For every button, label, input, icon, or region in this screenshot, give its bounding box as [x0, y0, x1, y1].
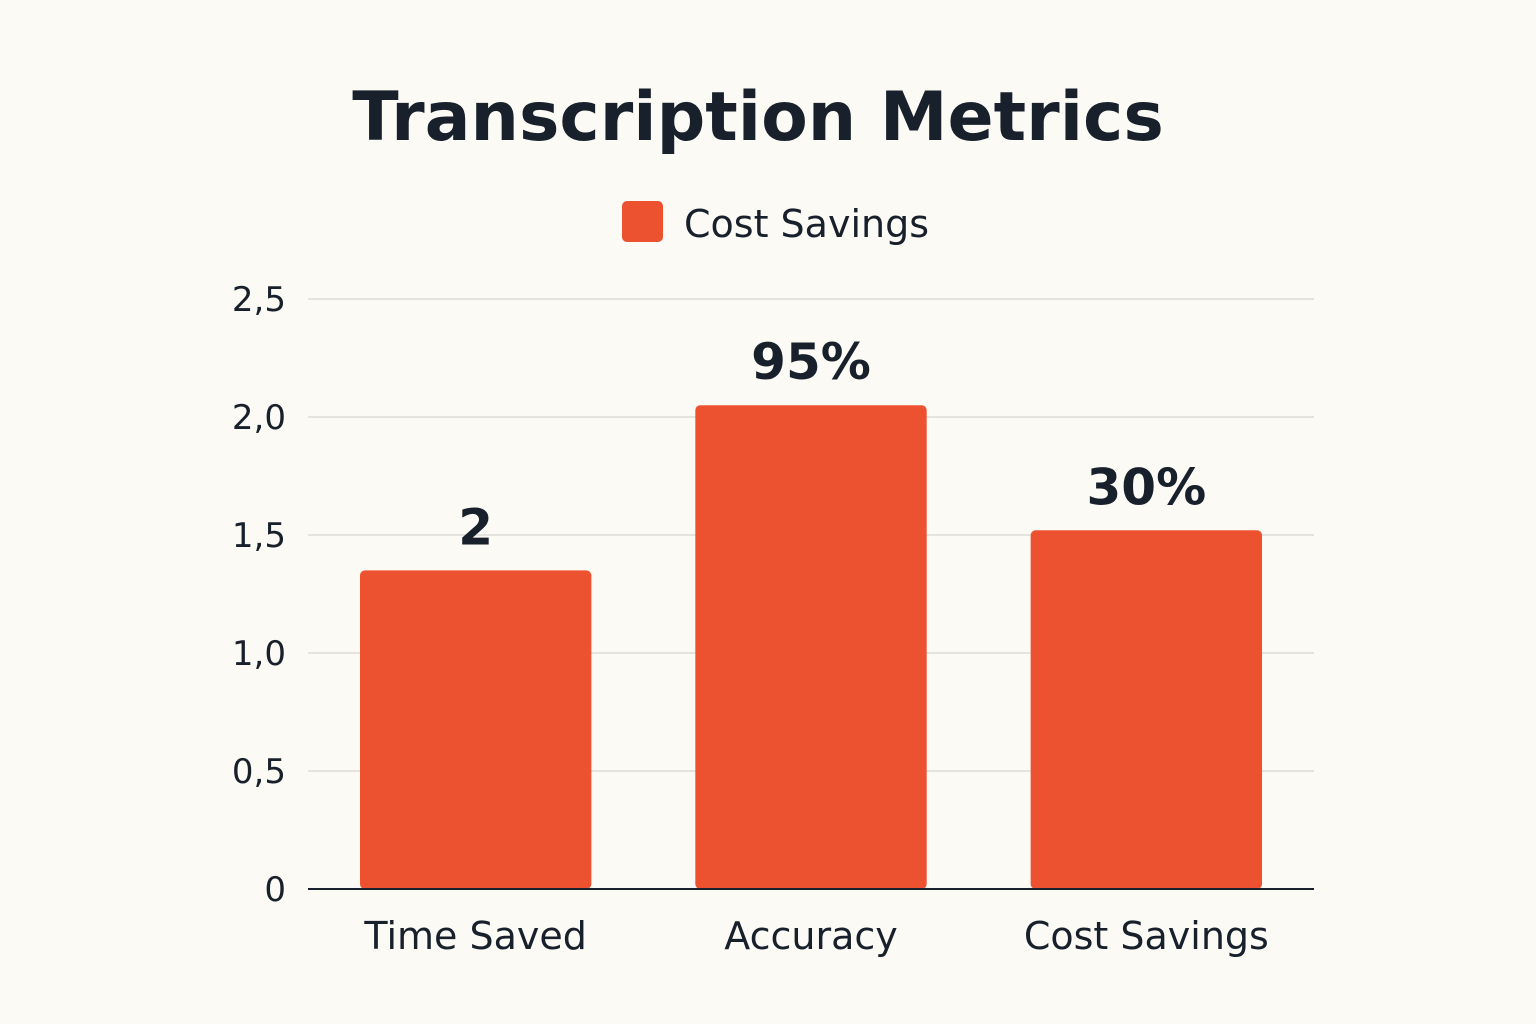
bar — [359, 570, 592, 889]
legend-label: Cost Savings — [684, 202, 929, 246]
x-axis-labels: Time Saved Accuracy Cost Savings — [363, 914, 1268, 958]
y-tick-label: 0,5 — [232, 752, 286, 792]
x-category-label: Time Saved — [363, 914, 586, 958]
data-labels: 2 95% 30% — [458, 333, 1206, 556]
bar-value-label: 30% — [1086, 458, 1206, 516]
y-axis-ticks: 0 0,5 1,0 1,5 2,0 2,5 — [232, 280, 286, 910]
bar-value-label: 95% — [751, 333, 871, 391]
y-tick-label: 1,0 — [232, 634, 286, 674]
legend: Cost Savings — [622, 201, 929, 246]
bar-value-label: 2 — [458, 498, 493, 556]
bar — [1030, 530, 1263, 889]
x-category-label: Accuracy — [724, 914, 898, 958]
y-tick-label: 0 — [264, 870, 286, 910]
legend-swatch — [622, 201, 663, 242]
y-tick-label: 2,0 — [232, 398, 286, 438]
y-tick-label: 2,5 — [232, 280, 286, 320]
y-tick-label: 1,5 — [232, 516, 286, 556]
chart-title: Transcription Metrics — [352, 78, 1164, 157]
bar — [695, 405, 927, 889]
x-category-label: Cost Savings — [1024, 914, 1269, 958]
bars — [359, 405, 1263, 889]
